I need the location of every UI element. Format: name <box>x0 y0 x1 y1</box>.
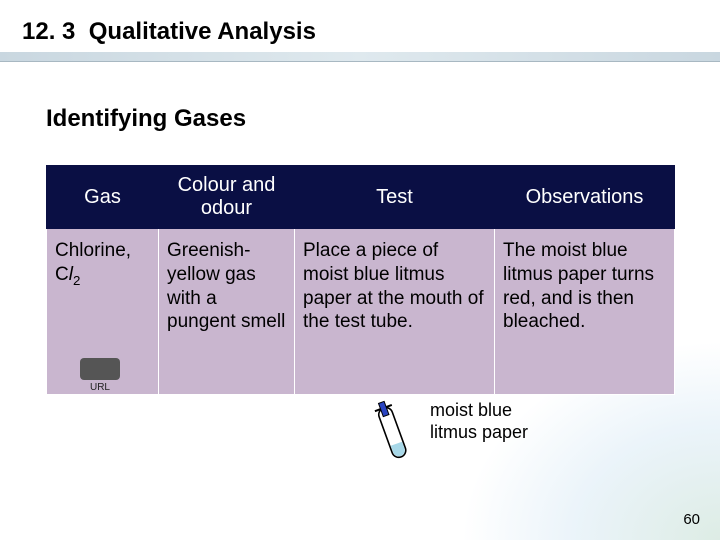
table-header-row: Gas Colour and odour Test Observations <box>47 166 675 229</box>
header-band <box>0 52 720 62</box>
page-number: 60 <box>683 511 700 528</box>
cell-colour: Greenish-yellow gas with a pungent smell <box>159 229 295 395</box>
section-title-text: Qualitative Analysis <box>89 18 316 45</box>
url-badge[interactable]: URL <box>70 358 130 393</box>
col-header-colour: Colour and odour <box>159 166 295 229</box>
url-label: URL <box>70 382 130 393</box>
diagram-annotation: moist blue litmus paper <box>430 400 528 443</box>
test-tube-diagram <box>370 400 420 485</box>
col-header-gas: Gas <box>47 166 159 229</box>
cell-test: Place a piece of moist blue litmus paper… <box>295 229 495 395</box>
section-title: 12. 3 Qualitative Analysis <box>22 18 316 46</box>
col-header-obs: Observations <box>495 166 675 229</box>
cell-obs: The moist blue litmus paper turns red, a… <box>495 229 675 395</box>
section-number: 12. 3 <box>22 18 75 45</box>
gas-formula: Cl2 <box>55 264 80 285</box>
gas-table: Gas Colour and odour Test Observations C… <box>46 165 675 395</box>
camera-icon <box>80 358 120 380</box>
table-row: Chlorine, Cl2 Greenish-yellow gas with a… <box>47 229 675 395</box>
subtitle: Identifying Gases <box>46 105 246 133</box>
gas-name: Chlorine, <box>55 240 131 261</box>
col-header-test: Test <box>295 166 495 229</box>
slide: 12. 3 Qualitative Analysis Identifying G… <box>0 0 720 540</box>
